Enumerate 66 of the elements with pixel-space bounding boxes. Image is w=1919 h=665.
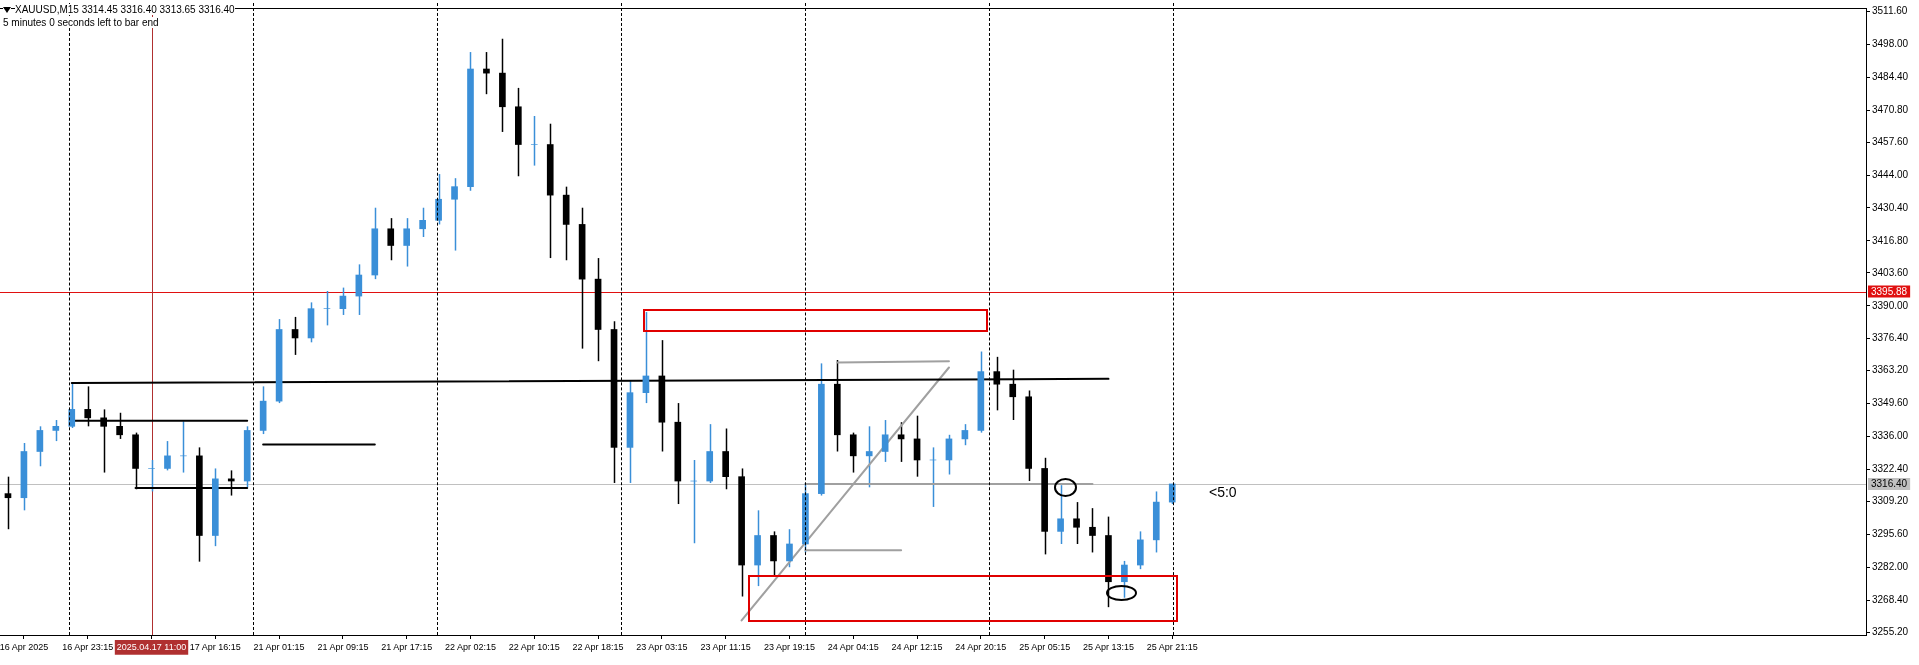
candlestick (530, 115, 538, 167)
y-tick-label: 3349.60 (1872, 397, 1909, 409)
y-tick-label: 3295.60 (1872, 528, 1909, 540)
text: 5 minutes 0 seconds left to bar end (3, 17, 159, 28)
candlestick (52, 419, 60, 442)
candlestick (1057, 484, 1064, 545)
y-tick-label: 3403.60 (1872, 266, 1909, 278)
candlestick (387, 217, 395, 261)
y-tick-label: 3457.60 (1872, 135, 1909, 147)
y-tick-label: 3268.40 (1872, 593, 1909, 605)
x-tick-label: 24 Apr 12:15 (891, 641, 943, 652)
x-tick-label: 25 Apr 21:15 (1146, 641, 1198, 652)
candlestick (865, 425, 873, 489)
candlestick (323, 290, 331, 327)
x-tick-label: 24 Apr 04:15 (827, 641, 879, 652)
y-tick-label: 3470.80 (1872, 103, 1909, 115)
x-tick-label: 23 Apr 03:15 (636, 641, 688, 652)
y-tick-label: 3309.20 (1872, 495, 1909, 507)
y-tick-label: 3282.00 (1872, 560, 1909, 572)
x-tick-label: 22 Apr 10:15 (508, 641, 560, 652)
candlestick (435, 173, 442, 226)
candlestick (68, 381, 76, 429)
candlestick (1073, 501, 1080, 545)
candlestick (148, 459, 155, 493)
annotation: <5:0 (1209, 484, 1237, 500)
candlestick (786, 528, 793, 568)
candlestick (36, 425, 44, 468)
y-tick-label: 3498.00 (1872, 38, 1909, 50)
y-tick-label: 3416.80 (1872, 234, 1909, 246)
x-tick-label: 21 Apr 01:15 (253, 641, 305, 652)
x-tick-label: 22 Apr 18:15 (572, 641, 624, 652)
candlestick (1089, 507, 1096, 554)
x-tick-label: 21 Apr 09:15 (317, 641, 369, 652)
candlestick (897, 421, 905, 463)
ref-line-label: 3316.40 (1871, 478, 1908, 490)
ref-line-label: 3395.88 (1871, 285, 1908, 297)
candlestick (1121, 560, 1128, 599)
y-tick-label: 3484.40 (1872, 70, 1909, 82)
x-tick-label: 22 Apr 02:15 (444, 641, 497, 652)
y-tick-label: 3430.40 (1872, 201, 1909, 213)
y-tick-label: 3511.60 (1872, 5, 1908, 17)
candlestick (419, 206, 426, 238)
x-tick-label: 23 Apr 19:15 (763, 641, 815, 652)
x-tick-label: 2025.04.17 11:00 (116, 641, 187, 652)
x-tick-label: 24 Apr 20:15 (955, 641, 1007, 652)
candlestick (849, 431, 857, 474)
candlestick (881, 419, 889, 463)
x-tick-label: 16 Apr 2025 (0, 641, 49, 652)
x-tick-label: 25 Apr 05:15 (1019, 641, 1071, 652)
x-tick-label: 21 Apr 17:15 (381, 641, 433, 652)
chart-title: XAUUSD,M15 3314.45 3316.40 3313.65 3316.40 (15, 4, 235, 15)
y-tick-label: 3444.00 (1872, 168, 1909, 180)
x-tick-label: 16 Apr 23:15 (62, 641, 114, 652)
y-tick-label: 3363.20 (1872, 364, 1909, 376)
y-tick-label: 3336.00 (1872, 430, 1909, 442)
candlestick (403, 217, 411, 268)
x-tick-label: 17 Apr 16:15 (189, 641, 241, 652)
y-tick-label: 3376.40 (1872, 332, 1909, 344)
x-tick-label: 25 Apr 13:15 (1082, 641, 1134, 652)
candlestick (164, 440, 171, 472)
y-tick-label: 3255.20 (1872, 625, 1909, 637)
y-tick-label: 3390.00 (1872, 299, 1909, 311)
x-tick-label: 23 Apr 11:15 (700, 641, 751, 652)
candlestick (4, 475, 12, 530)
candlestick (451, 177, 458, 252)
y-tick-label: 3322.40 (1872, 463, 1909, 475)
